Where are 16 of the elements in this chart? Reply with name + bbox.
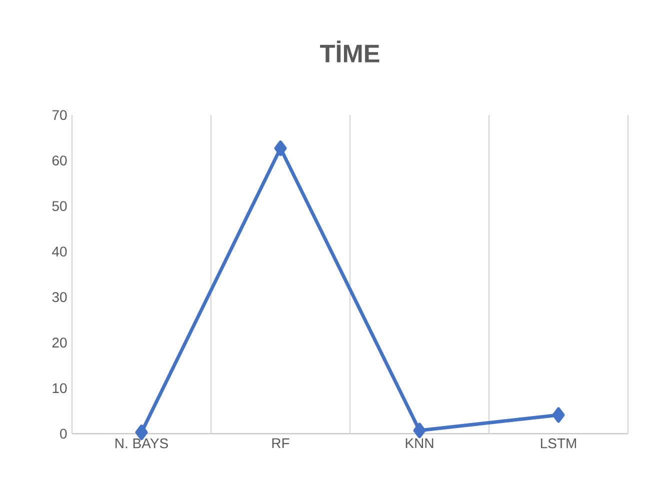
y-tick-label: 40 bbox=[52, 246, 67, 257]
x-tick-label: N. BAYS bbox=[116, 438, 168, 448]
y-tick-label: 50 bbox=[52, 201, 67, 212]
x-tick-label: LSTM bbox=[540, 438, 576, 448]
x-tick-label: RF bbox=[272, 438, 290, 448]
y-tick-label: 20 bbox=[52, 338, 67, 348]
x-tick-label: KNN bbox=[406, 438, 434, 448]
y-tick-label: 70 bbox=[52, 110, 67, 120]
point bbox=[274, 140, 287, 156]
y-tick-label: 30 bbox=[52, 292, 67, 302]
point bbox=[552, 407, 565, 423]
y-tick-label: 60 bbox=[52, 156, 67, 166]
point bbox=[413, 422, 426, 438]
y-tick-label: 0 bbox=[60, 428, 67, 439]
chart-title: TİME bbox=[320, 40, 380, 62]
y-tick-label: 10 bbox=[52, 383, 67, 394]
